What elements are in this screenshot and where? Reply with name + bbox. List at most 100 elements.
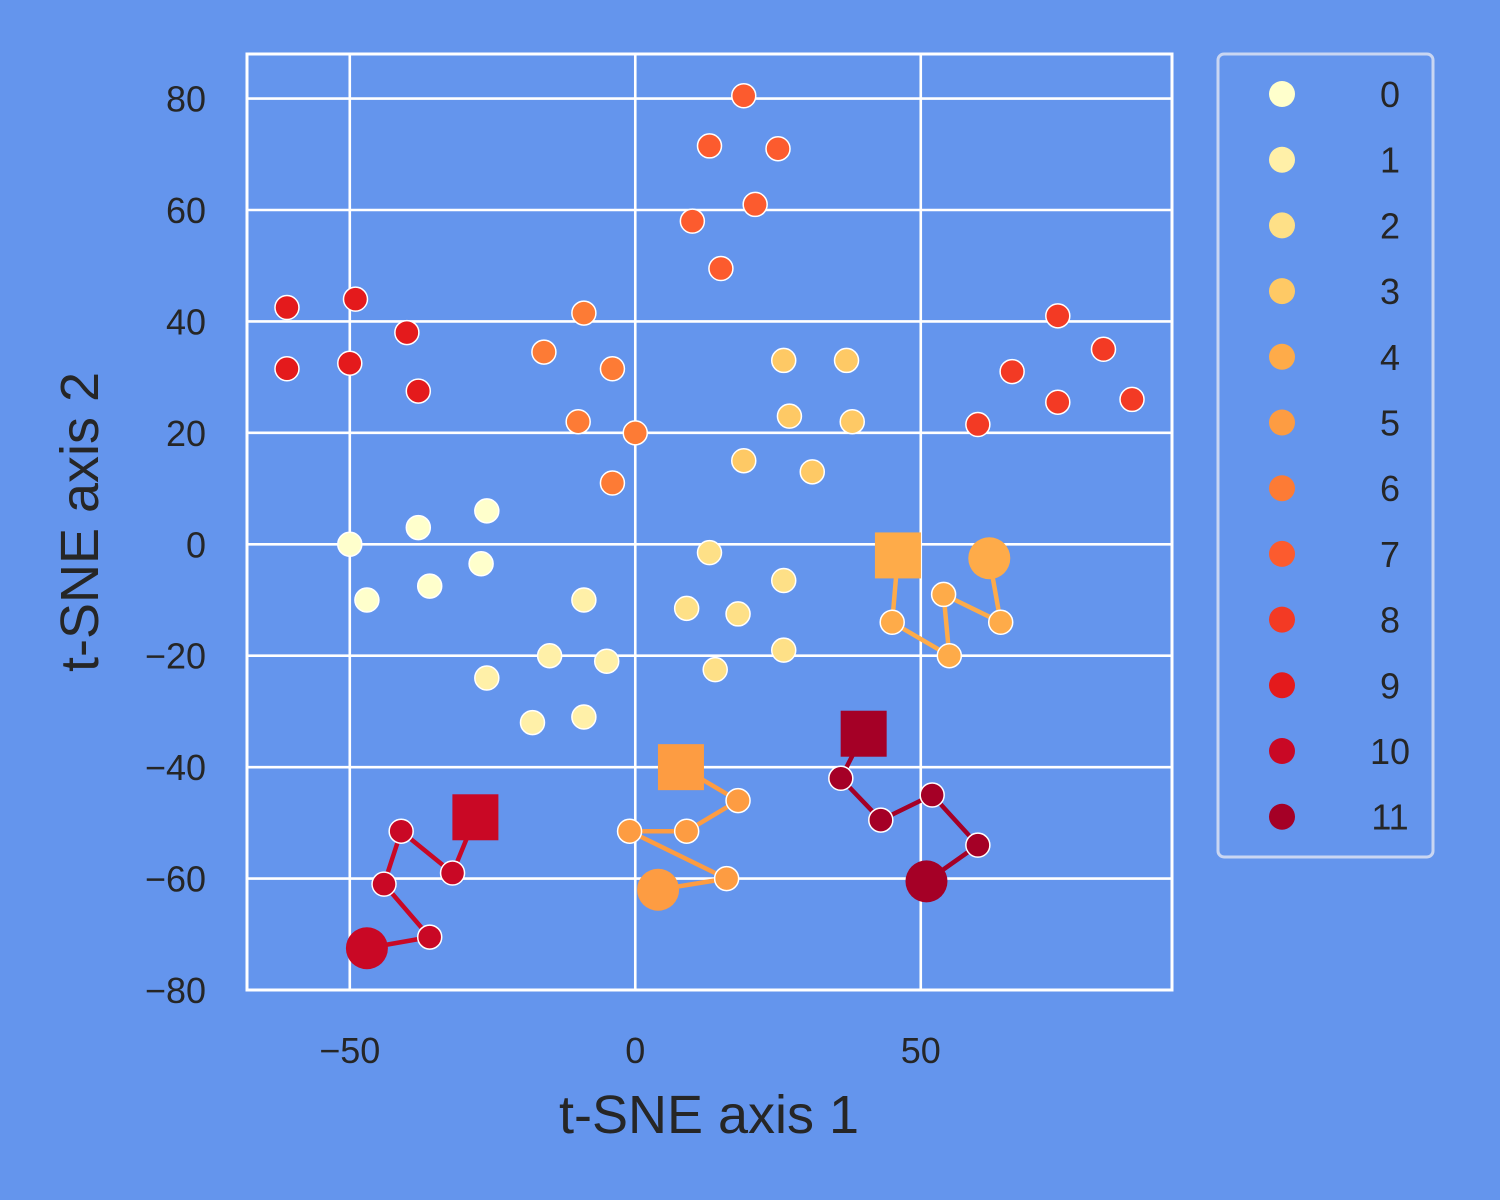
- data-point: [987, 609, 1014, 636]
- y-tick-label: 0: [186, 524, 206, 565]
- legend-marker: [1269, 803, 1295, 830]
- data-point: [1045, 389, 1071, 415]
- data-point: [388, 818, 414, 844]
- legend-label: 11: [1371, 797, 1408, 838]
- y-tick-label: 60: [166, 190, 206, 231]
- x-tick-label: 50: [901, 1030, 941, 1071]
- data-point: [965, 411, 991, 438]
- data-point: [616, 818, 643, 844]
- data-point: [713, 865, 740, 892]
- data-point: [405, 378, 432, 404]
- legend-label: 3: [1380, 271, 1400, 312]
- legend-label: 7: [1380, 534, 1400, 575]
- data-point: [565, 408, 591, 435]
- trajectory-end-marker: [452, 794, 499, 841]
- data-point: [799, 459, 826, 485]
- data-point: [965, 832, 991, 858]
- data-point: [696, 539, 723, 566]
- data-point: [765, 135, 791, 162]
- plot-area: [247, 54, 1172, 990]
- trajectory-start-marker: [968, 537, 1011, 580]
- x-axis-label: t-SNE axis 1: [559, 1085, 859, 1145]
- data-point: [776, 403, 803, 429]
- data-point: [337, 350, 363, 376]
- legend-label: 8: [1380, 600, 1400, 641]
- y-tick-label: 20: [166, 413, 206, 454]
- legend-marker: [1269, 278, 1295, 305]
- legend-marker: [1269, 672, 1295, 699]
- trajectory-end-marker: [840, 710, 887, 757]
- y-axis-label: t-SNE axis 2: [50, 372, 110, 672]
- grid-lines: [247, 54, 1172, 992]
- data-point: [405, 514, 432, 541]
- data-point: [439, 860, 466, 886]
- trajectory-start-marker: [905, 860, 948, 903]
- data-point: [474, 665, 500, 691]
- data-point: [673, 595, 700, 622]
- data-point: [622, 420, 649, 446]
- data-point: [828, 765, 854, 792]
- data-point: [936, 642, 963, 669]
- legend-label: 2: [1380, 205, 1400, 246]
- data-point: [416, 573, 443, 599]
- data-point: [725, 787, 751, 814]
- tick-labels: −50 0 50 −80 −60 −40 −20 0 20 40 60 80: [145, 79, 941, 1071]
- legend-marker: [1269, 475, 1295, 502]
- data-points: [274, 83, 1145, 961]
- data-point: [1119, 386, 1145, 413]
- data-point: [919, 782, 945, 808]
- y-tick-label: 80: [166, 79, 206, 120]
- data-point: [742, 191, 768, 218]
- legend-marker: [1269, 81, 1295, 107]
- data-point: [416, 924, 443, 950]
- data-point: [839, 408, 865, 435]
- legend-marker: [1269, 409, 1295, 436]
- legend-label: 5: [1380, 403, 1400, 444]
- data-point: [679, 208, 706, 234]
- data-point: [474, 498, 500, 524]
- legend-label: 4: [1380, 337, 1400, 378]
- legend-label: 0: [1380, 74, 1400, 115]
- data-point: [342, 286, 369, 312]
- legend: 0 1 2 3 4 5 6 7 8 9 10 11: [1216, 52, 1435, 859]
- data-point: [354, 587, 380, 613]
- data-point: [731, 447, 757, 474]
- data-point: [599, 356, 626, 382]
- data-point: [274, 294, 300, 321]
- data-point: [571, 300, 597, 326]
- data-point: [571, 704, 597, 730]
- trajectory-start-marker: [345, 927, 388, 970]
- data-point: [593, 648, 620, 675]
- x-tick-label: 0: [625, 1030, 645, 1071]
- legend-marker: [1269, 343, 1295, 370]
- data-point: [725, 601, 751, 627]
- data-point: [696, 133, 723, 159]
- trajectory-start-marker: [637, 868, 680, 911]
- data-point: [868, 807, 894, 833]
- data-point: [731, 83, 757, 109]
- legend-marker: [1269, 146, 1295, 173]
- data-point: [394, 319, 420, 346]
- data-point: [770, 637, 797, 663]
- data-point: [770, 347, 797, 374]
- trajectory-end-marker: [874, 532, 921, 579]
- data-point: [930, 581, 957, 608]
- data-point: [1090, 336, 1117, 363]
- y-tick-label: 40: [166, 301, 206, 342]
- data-point: [1045, 303, 1071, 329]
- trajectory-end-marker: [657, 744, 704, 791]
- data-point: [708, 255, 734, 282]
- data-point: [833, 347, 860, 374]
- x-tick-label: −50: [319, 1030, 380, 1071]
- legend-marker: [1269, 212, 1295, 239]
- trajectory-endpoints: [345, 532, 1011, 970]
- legend-marker: [1269, 738, 1295, 764]
- plot-frame: [245, 52, 1174, 992]
- data-point: [274, 356, 300, 382]
- data-point: [519, 709, 546, 736]
- data-point: [599, 470, 626, 496]
- data-point: [337, 531, 363, 558]
- y-tick-label: −60: [145, 859, 206, 900]
- legend-label: 10: [1370, 731, 1410, 772]
- legend-box: [1216, 52, 1435, 859]
